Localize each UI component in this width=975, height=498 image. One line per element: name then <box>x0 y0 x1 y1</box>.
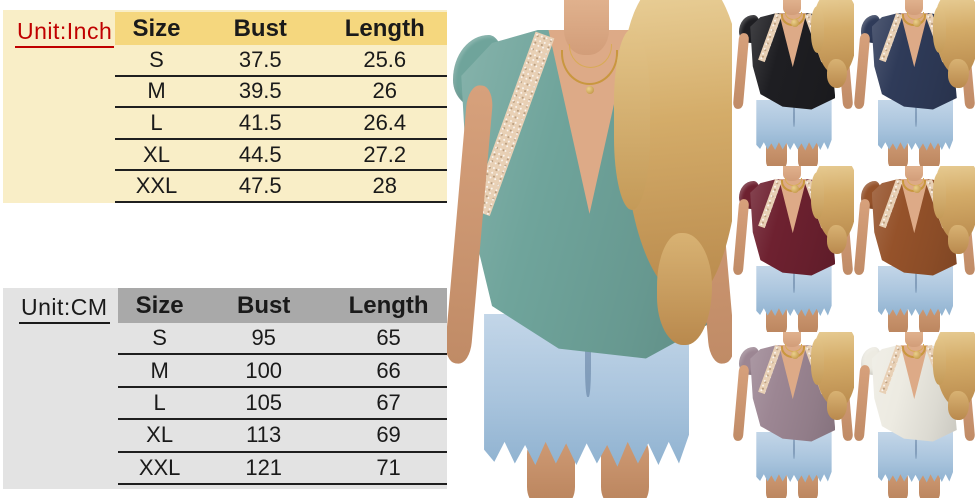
size-cell: S <box>152 325 167 351</box>
model-arm-left <box>732 198 749 276</box>
denim-shorts <box>756 431 832 483</box>
model-arm-left <box>732 364 749 442</box>
cm-row-s: S 95 65 <box>118 323 451 356</box>
length-cell: 25.6 <box>363 46 407 72</box>
inch-row-m: M 39.5 26 <box>115 77 447 109</box>
model-hair <box>932 0 975 89</box>
model-neck <box>904 166 923 181</box>
inch-row-xxl: XXL 47.5 28 <box>115 171 447 203</box>
size-cell: XL <box>143 141 170 167</box>
unit-cm-label: Unit:CM <box>19 294 110 324</box>
denim-shorts <box>756 99 832 151</box>
bust-cell: 105 <box>245 390 283 416</box>
size-chart-cm-table: Size Bust Length S 95 65 M 100 66 L 105 … <box>118 288 451 486</box>
model-figure <box>732 166 854 332</box>
size-cell: XL <box>146 422 174 448</box>
length-cell: 28 <box>372 173 397 199</box>
length-cell: 26.4 <box>363 109 407 135</box>
inch-row-xl: XL 44.5 27.2 <box>115 140 447 172</box>
model-figure <box>732 332 854 498</box>
col-header-size: Size <box>132 14 181 42</box>
variant-photo-black <box>732 0 854 166</box>
model-figure <box>853 166 975 332</box>
gold-necklace <box>780 178 805 193</box>
bust-cell: 95 <box>251 325 276 351</box>
length-cell: 66 <box>376 357 401 383</box>
denim-shorts <box>877 265 954 317</box>
bust-cell: 121 <box>245 454 283 480</box>
cm-row-xxl: XXL 121 71 <box>118 453 451 486</box>
main-product-photo-sage-teal <box>447 0 732 498</box>
size-chart-inch-panel: Unit:Inch Size Bust Length S 37.5 25.6 M… <box>3 10 447 203</box>
model-hair <box>932 166 975 255</box>
inch-row-l: L 41.5 26.4 <box>115 108 447 140</box>
length-cell: 27.2 <box>363 141 407 167</box>
length-cell: 65 <box>376 325 401 351</box>
size-cell: L <box>153 390 166 416</box>
model-arm-left <box>732 32 749 110</box>
model-neck <box>783 332 802 347</box>
bust-cell: 44.5 <box>238 141 282 167</box>
variant-photo-mauve-purple <box>732 332 854 498</box>
bust-cell: 113 <box>246 422 282 448</box>
model-arm-left <box>853 198 871 276</box>
cm-table-header: Size Bust Length <box>118 288 451 323</box>
variant-photo-off-white <box>853 332 975 498</box>
bust-cell: 100 <box>245 357 283 383</box>
model-neck <box>904 332 923 347</box>
model-arm-left <box>853 364 871 442</box>
cm-row-xl: XL 113 69 <box>118 420 451 453</box>
gold-necklace <box>780 344 805 359</box>
bust-cell: 41.5 <box>238 109 282 135</box>
col-header-length: Length <box>344 14 425 42</box>
model-hair <box>932 332 975 421</box>
col-header-bust: Bust <box>233 14 287 42</box>
variant-photo-caramel-brown <box>853 166 975 332</box>
size-cell: S <box>149 46 164 72</box>
size-cell: M <box>150 357 169 383</box>
model-neck <box>783 0 802 15</box>
col-header-size: Size <box>135 291 184 319</box>
cm-row-m: M 100 66 <box>118 355 451 388</box>
model-neck <box>783 166 802 181</box>
model-figure <box>447 0 732 498</box>
size-cell: M <box>147 78 166 104</box>
variant-photo-wine-red <box>732 166 854 332</box>
col-header-length: Length <box>348 291 429 319</box>
size-cell: XXL <box>138 454 181 480</box>
denim-shorts <box>756 265 832 317</box>
variant-grid <box>732 0 975 498</box>
length-cell: 67 <box>376 390 401 416</box>
bust-cell: 39.5 <box>238 78 282 104</box>
bust-cell: 37.5 <box>238 46 282 72</box>
model-arm-left <box>853 32 871 110</box>
bust-cell: 47.5 <box>238 173 282 199</box>
unit-inch-label: Unit:Inch <box>15 18 115 48</box>
variant-photo-navy-blue <box>853 0 975 166</box>
size-cell: XXL <box>135 173 178 199</box>
col-header-bust: Bust <box>237 291 291 319</box>
model-hair <box>811 0 854 89</box>
model-neck <box>904 0 923 15</box>
denim-shorts <box>877 99 954 151</box>
model-figure <box>853 0 975 166</box>
size-chart-inch-table: Size Bust Length S 37.5 25.6 M 39.5 26 L… <box>115 12 447 203</box>
cm-row-l: L 105 67 <box>118 388 451 421</box>
length-cell: 26 <box>372 78 397 104</box>
denim-shorts <box>877 431 954 483</box>
model-figure <box>853 332 975 498</box>
length-cell: 69 <box>376 422 401 448</box>
size-cell: L <box>150 109 163 135</box>
gold-necklace <box>780 12 805 27</box>
inch-table-header: Size Bust Length <box>115 12 447 45</box>
size-chart-cm-panel: Unit:CM Size Bust Length S 95 65 M 100 6… <box>3 288 451 489</box>
model-figure <box>732 0 854 166</box>
inch-row-s: S 37.5 25.6 <box>115 45 447 77</box>
length-cell: 71 <box>376 454 401 480</box>
